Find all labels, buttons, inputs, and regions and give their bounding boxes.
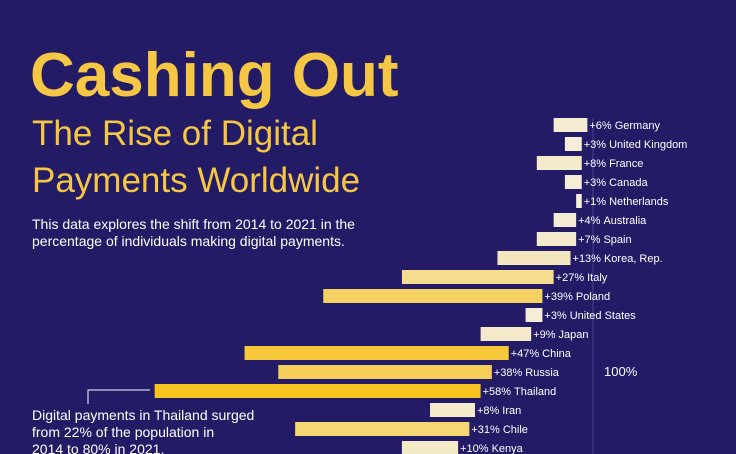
subtitle: Payments Worldwide bbox=[32, 161, 360, 200]
bar bbox=[553, 118, 588, 132]
category-label: United Kingdom bbox=[609, 139, 687, 151]
bar-label: +39% Poland bbox=[544, 291, 610, 303]
category-label: Kenya bbox=[492, 443, 524, 454]
category-label: France bbox=[609, 158, 643, 170]
bar bbox=[401, 270, 554, 284]
change-label: +1% bbox=[584, 196, 607, 208]
bar bbox=[536, 232, 577, 246]
category-label: Chile bbox=[503, 424, 528, 436]
category-label: Netherlands bbox=[609, 196, 669, 208]
bar-label: +58% Thailand bbox=[483, 386, 557, 398]
annotation: from 22% of the population in bbox=[32, 424, 214, 440]
change-label: +7% bbox=[578, 234, 601, 246]
category-label: Russia bbox=[525, 367, 560, 379]
change-label: +13% bbox=[573, 253, 602, 265]
bar bbox=[553, 213, 577, 227]
bar-label: +9% Japan bbox=[533, 329, 588, 341]
change-label: +6% bbox=[589, 120, 612, 132]
category-label: Spain bbox=[603, 234, 631, 246]
bar bbox=[154, 384, 481, 398]
bar-label: +7% Spain bbox=[578, 234, 631, 246]
subtitle: The Rise of Digital bbox=[32, 114, 318, 153]
annotation: Digital payments in Thailand surged bbox=[32, 407, 254, 423]
bar-label: +31% Chile bbox=[471, 424, 528, 436]
change-label: +3% bbox=[584, 177, 607, 189]
bar bbox=[497, 251, 571, 265]
change-label: +39% bbox=[544, 291, 573, 303]
description: percentage of individuals making digital… bbox=[32, 233, 345, 249]
change-label: +4% bbox=[578, 215, 601, 227]
change-label: +3% bbox=[584, 139, 607, 151]
bar bbox=[244, 346, 509, 360]
x-tick-label: 100% bbox=[604, 364, 638, 379]
annotation-connector bbox=[87, 389, 150, 404]
bar bbox=[536, 156, 582, 170]
change-label: +27% bbox=[556, 272, 585, 284]
bar bbox=[430, 403, 475, 417]
bar-label: +4% Australia bbox=[578, 215, 647, 227]
category-label: Korea, Rep. bbox=[604, 253, 663, 265]
bar bbox=[576, 194, 582, 208]
description: This data explores the shift from 2014 t… bbox=[32, 216, 355, 232]
change-label: +31% bbox=[471, 424, 500, 436]
bar-label: +3% Canada bbox=[584, 177, 649, 189]
bar-label: +10% Kenya bbox=[460, 443, 524, 454]
bar-label: +3% United States bbox=[544, 310, 636, 322]
bar-label: +1% Netherlands bbox=[584, 196, 669, 208]
category-label: Canada bbox=[609, 177, 648, 189]
bar bbox=[323, 289, 543, 303]
bar bbox=[525, 308, 543, 322]
change-label: +58% bbox=[483, 386, 512, 398]
change-label: +9% bbox=[533, 329, 556, 341]
category-label: Germany bbox=[615, 120, 661, 132]
bar-label: +13% Korea, Rep. bbox=[573, 253, 663, 265]
change-label: +10% bbox=[460, 443, 489, 454]
bar-label: +47% China bbox=[511, 348, 572, 360]
bar bbox=[295, 422, 470, 436]
bar bbox=[564, 175, 582, 189]
bar bbox=[480, 327, 532, 341]
bar bbox=[278, 365, 492, 379]
category-label: United States bbox=[570, 310, 637, 322]
change-label: +8% bbox=[477, 405, 500, 417]
category-label: Australia bbox=[603, 215, 647, 227]
category-label: China bbox=[542, 348, 572, 360]
bar bbox=[564, 137, 582, 151]
bar-label: +3% United Kingdom bbox=[584, 139, 688, 151]
category-label: Italy bbox=[587, 272, 608, 284]
bar-label: +27% Italy bbox=[556, 272, 608, 284]
bar-label: +6% Germany bbox=[589, 120, 660, 132]
bar-label: +8% France bbox=[584, 158, 644, 170]
change-label: +47% bbox=[511, 348, 540, 360]
change-label: +3% bbox=[544, 310, 567, 322]
bar-label: +8% Iran bbox=[477, 405, 521, 417]
chart-title: Cashing Out bbox=[30, 41, 399, 110]
category-label: Thailand bbox=[514, 386, 556, 398]
change-label: +38% bbox=[494, 367, 523, 379]
annotation: 2014 to 80% in 2021. bbox=[32, 441, 164, 454]
category-label: Japan bbox=[559, 329, 589, 341]
category-label: Iran bbox=[502, 405, 521, 417]
change-label: +8% bbox=[584, 158, 607, 170]
bar-label: +38% Russia bbox=[494, 367, 560, 379]
bar bbox=[401, 441, 459, 454]
category-label: Poland bbox=[576, 291, 610, 303]
